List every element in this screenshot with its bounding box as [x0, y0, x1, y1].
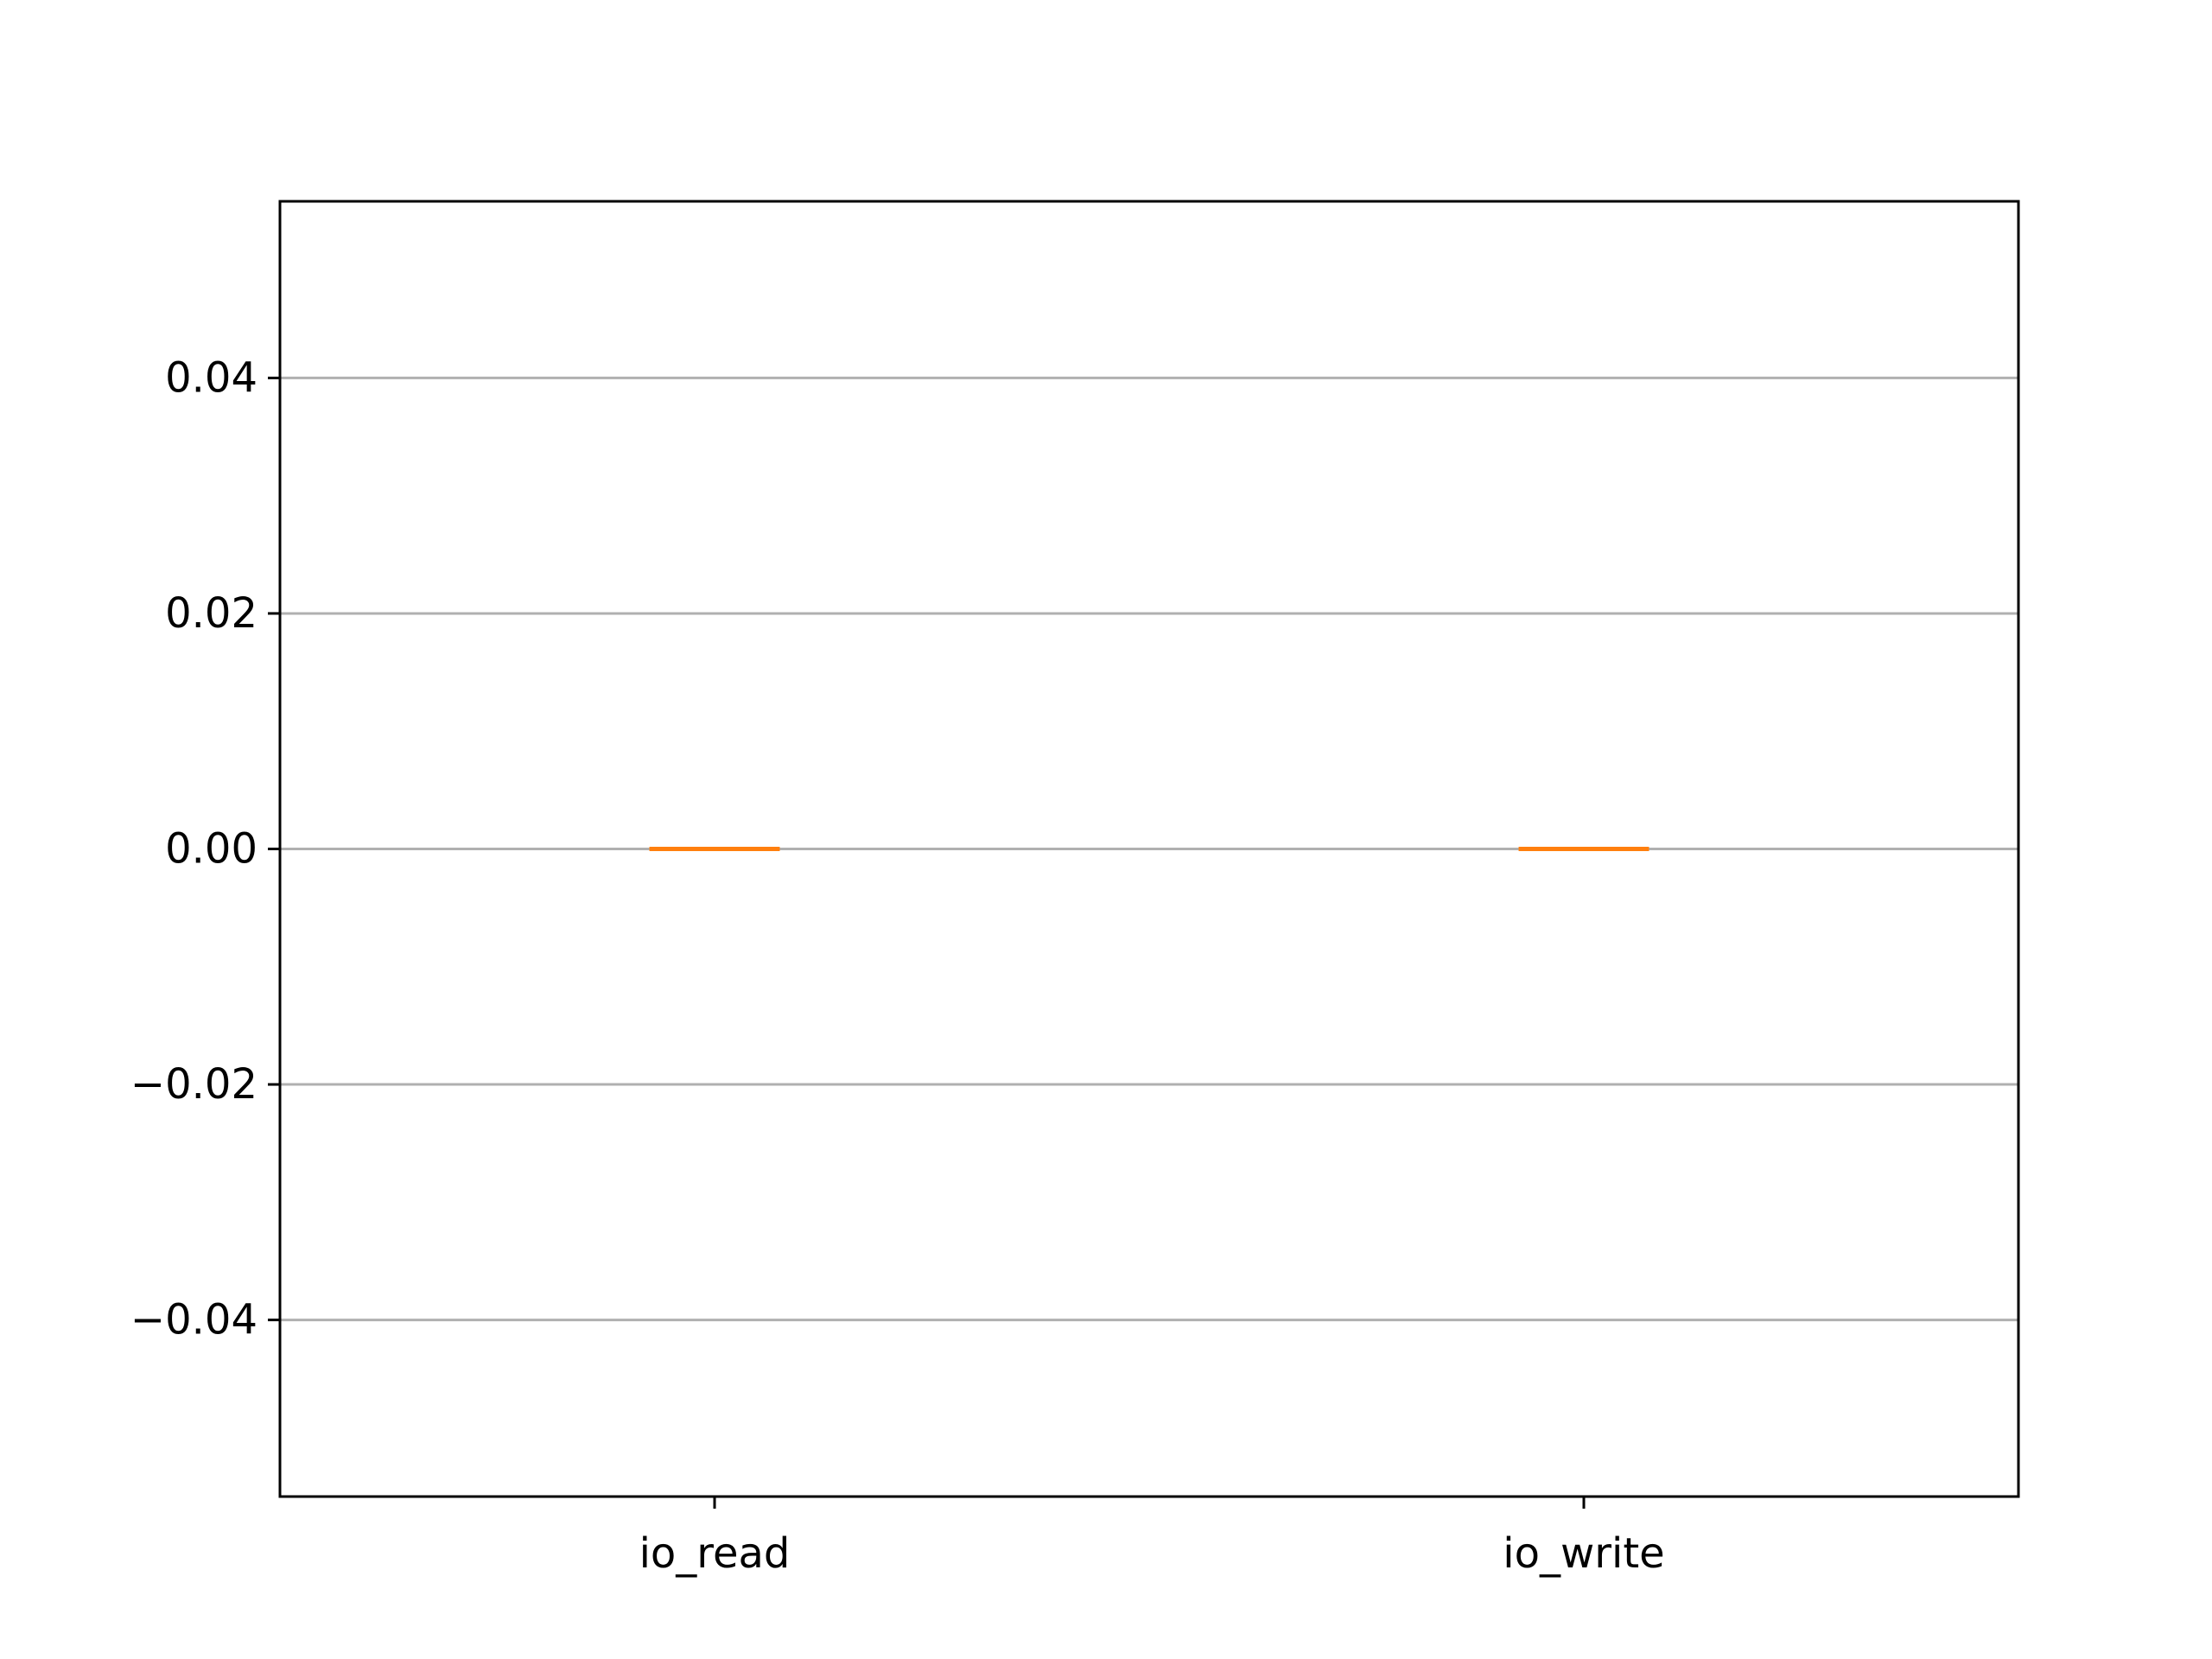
y-tick-label: 0.04 — [165, 353, 257, 402]
grid-layer — [280, 376, 2018, 1322]
x-tick-label: io_write — [1503, 1529, 1664, 1578]
y-tick-label: −0.02 — [130, 1060, 257, 1109]
ticks-layer: −0.04 −0.02 0.00 0.02 0.04 io_read io_write — [130, 353, 1665, 1578]
x-tick-label: io_read — [639, 1529, 791, 1578]
y-tick-label: −0.04 — [130, 1296, 257, 1344]
y-tick-label: 0.02 — [165, 589, 257, 638]
y-tick-label: 0.00 — [165, 825, 257, 874]
